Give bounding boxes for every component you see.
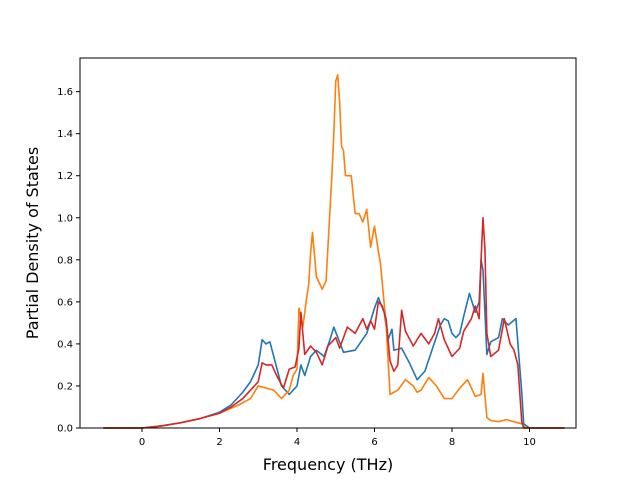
y-tick-label: 0.8 — [57, 255, 73, 266]
x-tick-label: 0 — [139, 437, 145, 448]
x-tick-label: 8 — [449, 437, 455, 448]
x-tick-label: 10 — [523, 437, 536, 448]
y-tick-label: 0.0 — [57, 424, 73, 435]
series-line-0 — [103, 259, 565, 429]
y-tick-label: 0.6 — [57, 297, 73, 308]
y-tick-label: 0.2 — [57, 381, 73, 392]
series-line-1 — [103, 74, 565, 429]
y-tick-label: 1.6 — [57, 87, 73, 98]
y-axis-title: Partial Density of States — [23, 147, 42, 339]
y-tick-label: 1.0 — [57, 213, 73, 224]
x-tick-label: 2 — [216, 437, 222, 448]
series-layer — [103, 74, 565, 429]
plot-frame — [79, 57, 577, 429]
x-tick-label: 4 — [294, 437, 300, 448]
y-tick-label: 1.2 — [57, 171, 73, 182]
x-tick-label: 6 — [371, 437, 377, 448]
y-tick-label: 0.4 — [57, 339, 73, 350]
ticks-layer: 0 2 4 6 8 10 0.0 0.2 0.4 0.6 0.8 1.0 1.2 1.4 1.6 — [57, 87, 536, 448]
series-line-2 — [103, 216, 565, 429]
x-axis-title: Frequency (THz) — [263, 455, 393, 474]
y-tick-label: 1.4 — [57, 129, 73, 140]
